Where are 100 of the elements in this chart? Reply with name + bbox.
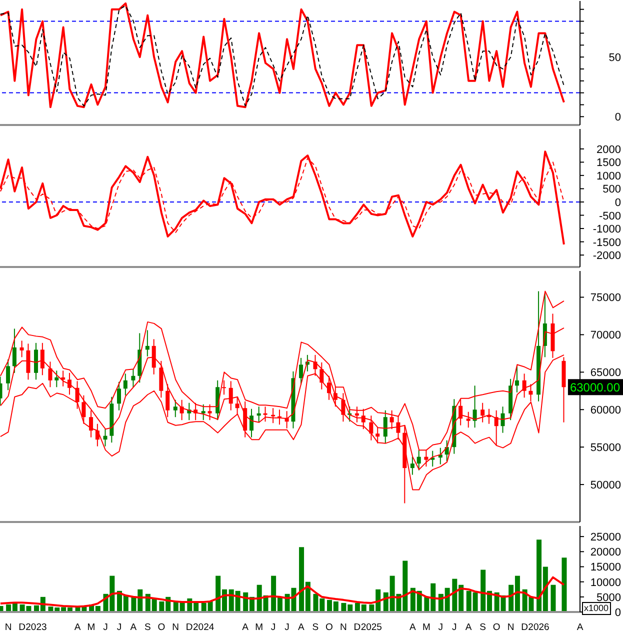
bar (550, 584, 556, 612)
y-tick-label: 55000 (590, 442, 621, 454)
y-tick-label: 50 (608, 52, 621, 64)
y-tick-label: 20000 (590, 546, 621, 559)
x-tick-label: A (242, 622, 250, 633)
candlestick (369, 415, 374, 441)
y-tick-label: 50000 (590, 480, 621, 492)
line-series (0, 576, 565, 608)
x-tick-label: A (465, 622, 472, 633)
candlestick (528, 384, 533, 402)
candlestick (271, 408, 276, 424)
candlestick (263, 406, 268, 422)
y-tick-label: 1000 (596, 170, 621, 182)
candlestick (12, 328, 16, 374)
candlestick (34, 342, 38, 380)
y-tick-label: 5000 (596, 592, 621, 604)
x-tick-label: N (172, 622, 180, 633)
candlestick (152, 338, 156, 375)
text: x1000 (582, 602, 611, 615)
y-tick-label: -500 (598, 210, 621, 222)
y-tick-label: 10000 (590, 576, 621, 589)
candlestick (235, 396, 240, 416)
line-series (0, 150, 565, 246)
candlestick (123, 373, 128, 396)
candlestick (472, 385, 477, 428)
y-tick-label: 65000 (590, 367, 621, 380)
x-tick-label: D (18, 622, 26, 633)
candlestick (208, 404, 212, 421)
candlestick (416, 450, 421, 471)
x-tick-label: 2025 (360, 622, 382, 633)
x-tick-label: 2024 (193, 622, 214, 633)
x-tick-label: O (492, 622, 500, 633)
y-tick-label: 0 (614, 607, 621, 619)
y-tick-label: 2000 (596, 144, 621, 156)
x-tick-label: S (480, 622, 486, 633)
candlestick (89, 410, 94, 438)
x-tick-label: A (298, 622, 306, 633)
x-tick-label: 2023 (26, 622, 47, 633)
y-tick-label: 60000 (590, 404, 621, 417)
x-tick-label: O (158, 622, 166, 633)
candlestick (173, 399, 178, 418)
candlestick (250, 408, 254, 438)
candlestick (166, 384, 170, 418)
x-tick-label: D (354, 622, 361, 633)
y-tick-label: 25000 (590, 532, 621, 544)
y-tick-label: -1000 (592, 224, 621, 236)
x-tick-label: J (438, 622, 444, 633)
y-tick-label: 0 (614, 196, 621, 209)
x-tick-label: J (284, 622, 290, 633)
candlestick (54, 370, 59, 388)
y-tick-label: 70000 (590, 330, 621, 342)
candlestick (20, 340, 24, 358)
y-tick-label: 0 (614, 112, 621, 124)
x-tick-label: A (130, 622, 138, 633)
x-tick-label: A (409, 622, 416, 633)
x-tick-label: J (116, 622, 122, 633)
x-tick-label: D (521, 622, 528, 633)
candlestick (500, 406, 505, 434)
candlestick (376, 426, 380, 444)
x-tick-label: O (326, 622, 333, 633)
candlestick (430, 450, 435, 468)
candlestick (514, 366, 519, 393)
y-tick-label: 1500 (596, 157, 621, 170)
candlestick (48, 361, 52, 388)
x-tick-label: 2026 (528, 622, 550, 633)
x-tick-label: N (4, 622, 12, 633)
candlestick (159, 360, 164, 398)
x-tick-label: M (422, 622, 430, 633)
candlestick (480, 402, 485, 423)
candlestick (145, 330, 150, 357)
candlestick (117, 381, 121, 411)
candlestick (228, 380, 233, 411)
y-tick-label: 75000 (590, 292, 621, 304)
candlestick (201, 404, 206, 421)
candlestick (383, 410, 388, 444)
y-tick-label: -1500 (592, 236, 621, 249)
x-tick-label: M (87, 622, 96, 633)
candlestick (222, 380, 226, 396)
candlestick (396, 415, 400, 440)
x-tick-label: N (507, 622, 514, 633)
candlestick (390, 410, 394, 430)
annotation: 63000.00 (570, 380, 620, 395)
x-tick-label: J (452, 622, 457, 633)
x-tick-label: D (186, 622, 193, 633)
x-tick-label: S (144, 622, 151, 633)
candlestick (26, 343, 30, 380)
candlestick (466, 411, 470, 428)
candlestick (6, 358, 10, 391)
y-tick-label: -2000 (592, 250, 621, 262)
bar (562, 558, 567, 612)
y-tick-label: 15000 (590, 562, 621, 574)
x-tick-label: A (74, 622, 82, 633)
x-tick-label: S (312, 622, 319, 633)
candlestick (410, 456, 414, 476)
candlestick (131, 368, 136, 388)
candlestick (299, 357, 304, 386)
candlestick (40, 342, 44, 376)
candlestick (82, 394, 86, 424)
y-tick-label: 500 (602, 184, 621, 196)
x-tick-label: M (255, 622, 264, 633)
